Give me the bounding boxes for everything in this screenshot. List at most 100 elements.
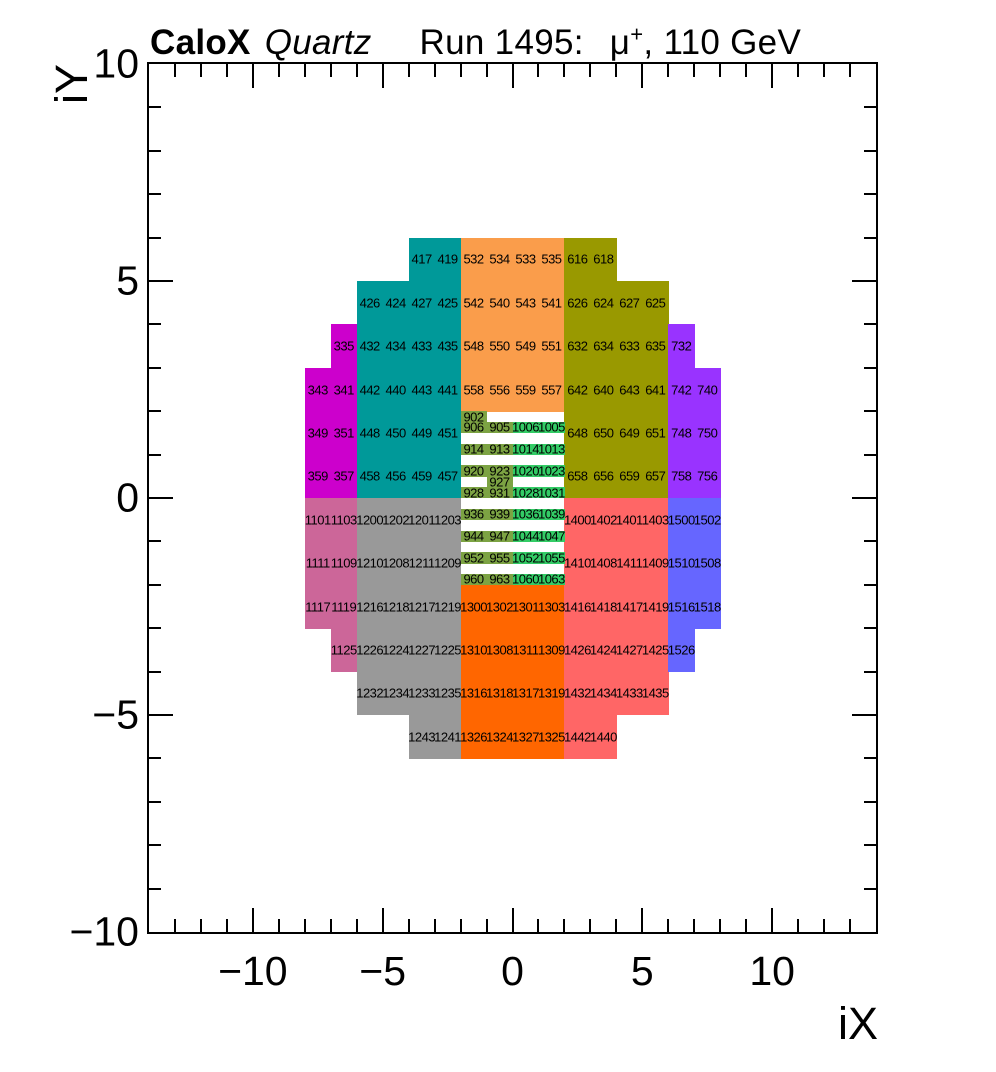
cell-label: 1303 [537, 599, 565, 614]
calo-cell [408, 715, 436, 759]
calo-cell [486, 487, 513, 499]
cell-label: 648 [567, 425, 588, 441]
calo-cell [460, 628, 488, 673]
x-tick [563, 64, 566, 77]
cell-label: 1023 [537, 463, 565, 479]
cell-label: 1203 [434, 512, 462, 528]
cell-label: 1208 [382, 555, 410, 571]
cell-label: 1028 [512, 485, 539, 501]
particle-symbol: μ [609, 22, 631, 62]
x-tick [225, 919, 228, 932]
x-tick [381, 64, 384, 88]
cell-label: 1311 [512, 642, 539, 658]
cell-label: 550 [489, 338, 510, 354]
calo-cell [382, 324, 410, 369]
cell-label: 357 [333, 468, 355, 484]
cell-label: 656 [593, 468, 614, 484]
title-brand: CaloX [150, 22, 251, 62]
x-tick-label: 10 [749, 948, 795, 994]
cell-label: 635 [645, 338, 666, 354]
calo-cell [486, 422, 513, 434]
y-tick-label: −10 [69, 908, 139, 955]
cell-label: 542 [463, 295, 484, 311]
y-tick [864, 193, 876, 196]
calo-cell [616, 671, 643, 716]
calo-cell [486, 573, 513, 586]
cell-label: 459 [411, 468, 433, 484]
cell-label: 1442 [563, 729, 591, 745]
x-tick [511, 64, 514, 88]
x-tick [303, 64, 306, 77]
cell-label: 1308 [486, 642, 513, 658]
cell-label: 1020 [512, 463, 539, 479]
y-tick [149, 844, 161, 847]
calo-cell [538, 530, 565, 542]
calo-cell [460, 422, 488, 434]
cell-label: 1226 [356, 642, 384, 658]
y-tick [864, 366, 876, 369]
calo-cell [590, 411, 617, 456]
cell-label: 1063 [537, 571, 565, 587]
y-tick [149, 540, 161, 543]
cell-label: 1052 [512, 550, 539, 566]
calo-cell [564, 367, 591, 412]
cell-label: 1433 [615, 685, 643, 701]
x-tick [641, 64, 644, 88]
cell-label: 556 [489, 382, 510, 397]
y-tick [149, 497, 173, 499]
x-tick [771, 908, 774, 932]
cell-label: 1408 [589, 555, 617, 571]
y-tick-label: 5 [116, 257, 139, 304]
cell-label: 425 [437, 295, 458, 311]
cell-label: 740 [697, 382, 718, 397]
calo-cell [486, 465, 513, 477]
calo-cell [382, 411, 410, 456]
calo-cell [330, 498, 358, 542]
cell-label: 534 [489, 251, 510, 267]
cell-label: 618 [593, 251, 614, 267]
cell-label: 541 [541, 295, 562, 311]
x-tick [719, 64, 722, 77]
calo-cell [668, 584, 695, 629]
x-tick [823, 919, 826, 932]
cell-label: 351 [333, 425, 355, 441]
calo-cell [408, 671, 436, 716]
cell-label: 928 [463, 485, 484, 501]
cell-label: 456 [385, 468, 407, 484]
cell-label: 1300 [460, 599, 488, 614]
y-tick [149, 670, 161, 673]
cell-label: 640 [593, 382, 614, 397]
cell-label: 944 [463, 528, 484, 544]
x-tick [485, 64, 488, 77]
y-tick-label: 10 [93, 40, 139, 87]
calo-cell [356, 541, 384, 586]
calo-cell [408, 324, 436, 369]
cell-label: 1434 [589, 685, 617, 701]
calo-cell [486, 324, 513, 369]
cell-label: 936 [463, 506, 484, 522]
y-tick [864, 800, 876, 803]
calo-cell [460, 411, 488, 423]
calo-cell [564, 628, 591, 673]
calo-cell [356, 281, 384, 325]
cell-label: 1201 [408, 512, 436, 528]
calo-cell [486, 508, 513, 521]
x-axis-title: iX [837, 998, 878, 1049]
x-tick [589, 64, 592, 77]
cell-label: 633 [619, 338, 640, 354]
x-tick [303, 919, 306, 932]
cell-label: 551 [541, 338, 562, 354]
x-tick [199, 919, 202, 932]
y-tick [864, 670, 876, 673]
calo-cell [356, 367, 384, 412]
y-tick [864, 757, 876, 760]
cell-label: 1324 [486, 729, 513, 745]
calo-cell [512, 237, 539, 282]
x-tick [823, 64, 826, 77]
calo-cell [538, 628, 565, 673]
y-tick [149, 193, 161, 196]
x-tick [277, 64, 280, 77]
calo-cell [382, 584, 410, 629]
y-tick [864, 453, 876, 456]
calo-cell [460, 530, 488, 542]
